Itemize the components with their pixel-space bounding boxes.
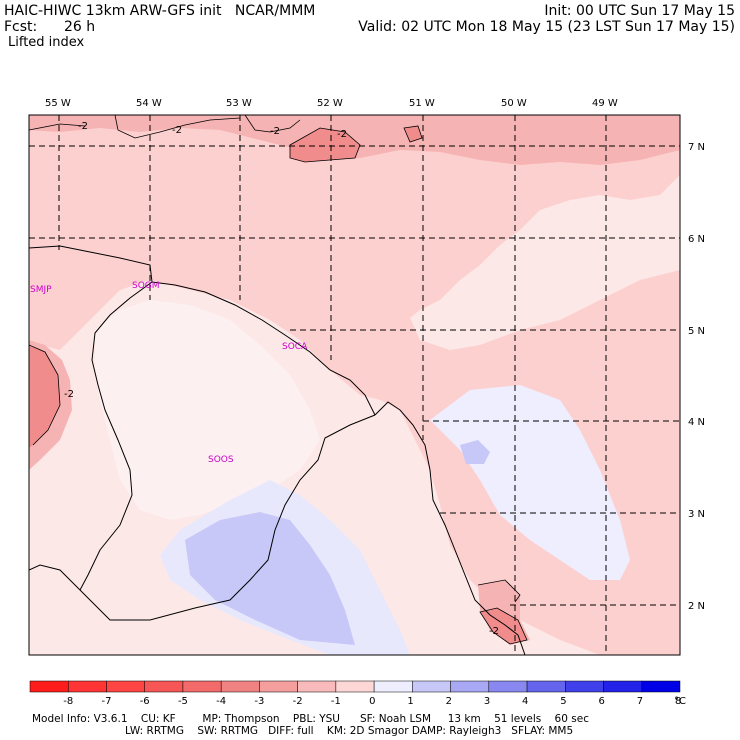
colorbar-tick-label: -7 <box>101 696 111 707</box>
colorbar-tick-label: -1 <box>331 696 341 707</box>
fill-li-0-land <box>95 300 320 520</box>
colorbar-unit: °C <box>674 696 686 707</box>
colorbar-tick-label: -4 <box>216 696 226 707</box>
colorbar-tick-label: 6 <box>599 696 605 707</box>
lon-label: 52 W <box>317 98 343 109</box>
lat-label: 6 N <box>688 234 705 245</box>
fill-li-minus2-patch <box>290 128 360 162</box>
colorbar <box>29 680 681 693</box>
guiana-brazil-border <box>29 414 376 621</box>
lat-label: 7 N <box>688 142 705 153</box>
contour-label: -2 <box>64 389 74 400</box>
fill-li-plus1-east <box>430 385 630 580</box>
colorbar-swatch <box>603 680 643 693</box>
colorbar-tick-label: -2 <box>293 696 303 707</box>
model-info-line2: LW: RRTMG SW: RRTMG DIFF: full KM: 2D Sm… <box>125 725 574 737</box>
boundaries <box>29 245 526 655</box>
colorbar-swatch <box>373 680 413 693</box>
contour-label: -2 <box>337 129 347 140</box>
colorbar-tick-label: 1 <box>407 696 413 707</box>
oyapock-coast <box>374 401 526 655</box>
lon-label: 50 W <box>501 98 527 109</box>
colorbar-tick-label: 4 <box>522 696 528 707</box>
colorbar-tick-label: 0 <box>369 696 375 707</box>
station-label: SOOS <box>208 455 234 465</box>
lon-labels: 55 W 54 W 53 W 52 W 51 W 50 W 49 W <box>45 98 618 109</box>
fill-li-plus2-small <box>460 440 490 464</box>
lon-label: 55 W <box>45 98 71 109</box>
colorbar-swatch <box>182 680 222 693</box>
colorbar-tick-label: 2 <box>446 696 452 707</box>
contour-coast-b <box>477 579 521 603</box>
colorbar-swatch <box>106 680 145 693</box>
guyana-suriname-border <box>29 245 153 591</box>
lon-label: 53 W <box>226 98 252 109</box>
colorbar-tick-label: -8 <box>63 696 73 707</box>
contour-n-c <box>244 115 301 133</box>
colorbar-tick-label: 5 <box>560 696 566 707</box>
contour-west <box>29 344 61 446</box>
lat-label: 3 N <box>688 509 705 520</box>
colorbar-swatch <box>67 680 107 693</box>
colorbar-swatch <box>220 680 260 693</box>
contour-patch-small <box>403 125 423 143</box>
field-name: Lifted index <box>8 35 85 50</box>
colorbar-tick-label: 7 <box>637 696 643 707</box>
graticule <box>29 115 680 655</box>
lat-label: 5 N <box>688 326 705 337</box>
model-title: HAIC-HIWC 13km ARW-GFS init NCAR/MMM <box>4 3 316 19</box>
colorbar-swatch <box>335 680 375 693</box>
colorbar-tick-label: -5 <box>178 696 188 707</box>
colorbar-tick-label: 8 <box>675 696 681 707</box>
colorbar-tick-label: -6 <box>140 696 150 707</box>
colorbar-swatch <box>526 680 566 693</box>
map-frame <box>28 114 681 656</box>
forecast-label: Fcst: <box>4 19 38 35</box>
fill-li-minus3-west <box>29 345 60 448</box>
colorbar-swatch <box>144 680 184 693</box>
contour-label: -2 <box>489 626 499 637</box>
model-info-line1: Model Info: V3.6.1 CU: KF MP: Thompson P… <box>32 713 589 725</box>
lon-label: 54 W <box>136 98 162 109</box>
colorbar-swatch <box>641 680 681 693</box>
suriname-guiana-border <box>151 281 376 416</box>
lat-label: 2 N <box>688 601 705 612</box>
contour-patch <box>289 127 361 163</box>
valid-time: Valid: 02 UTC Mon 18 May 15 (23 LST Sun … <box>358 19 735 35</box>
lat-labels: 7 N 6 N 5 N 4 N 3 N 2 N <box>688 142 705 612</box>
contour-label: -2 <box>270 126 280 137</box>
contour-label-group: -2 -2 -2 -2 -2 -2 <box>64 121 499 637</box>
colorbar-swatch <box>297 680 337 693</box>
contour-label: -2 <box>172 125 182 136</box>
fill-li-plus2 <box>185 512 355 645</box>
lon-label: 51 W <box>409 98 435 109</box>
station-label: SMJP <box>30 285 52 295</box>
init-time: Init: 00 UTC Sun 17 May 15 <box>544 3 735 19</box>
contour-n-mid <box>114 115 241 139</box>
colorbar-swatch <box>450 680 490 693</box>
colorbar-ticks: -8 -7 -6 -5 -4 -3 -2 -1 0 1 2 3 4 5 6 7 8 <box>63 696 681 707</box>
contours <box>29 115 528 645</box>
colorbar-swatch <box>565 680 604 693</box>
station-label: SOCA <box>282 342 308 352</box>
lat-label: 4 N <box>688 417 705 428</box>
station-label: SOGM <box>132 281 160 291</box>
colorbar-tick-label: -3 <box>254 696 264 707</box>
forecast-hour: 26 h <box>64 19 96 35</box>
contour-label: -2 <box>78 121 88 132</box>
contour-coast <box>479 607 528 645</box>
fill-li-minus1-east <box>610 420 680 530</box>
stations: SMJP SOGM SOCA SOOS <box>30 281 308 465</box>
colorbar-swatch <box>29 680 69 693</box>
lon-label: 49 W <box>592 98 618 109</box>
colorbar-swatch <box>259 680 298 693</box>
colorbar-swatch <box>488 680 528 693</box>
contour-n-west <box>29 123 86 131</box>
colorbar-swatch <box>412 680 451 693</box>
colorbar-tick-label: 3 <box>484 696 490 707</box>
